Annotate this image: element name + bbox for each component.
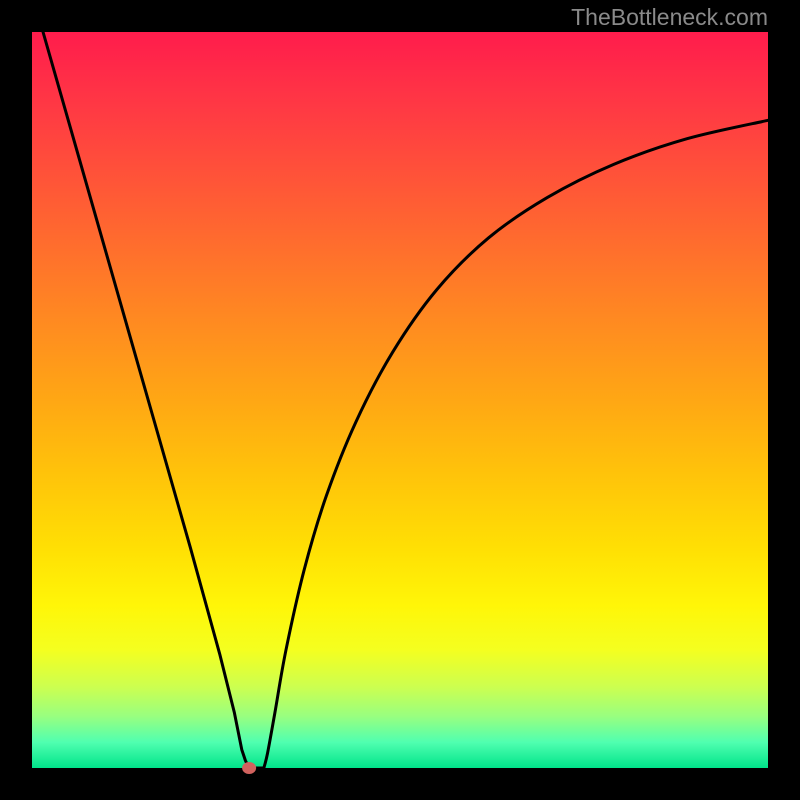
curve-right-branch xyxy=(264,120,768,768)
bottleneck-curve xyxy=(0,0,800,800)
bottleneck-marker xyxy=(242,762,256,774)
chart-frame: TheBottleneck.com xyxy=(0,0,800,800)
curve-left-branch xyxy=(43,32,249,768)
